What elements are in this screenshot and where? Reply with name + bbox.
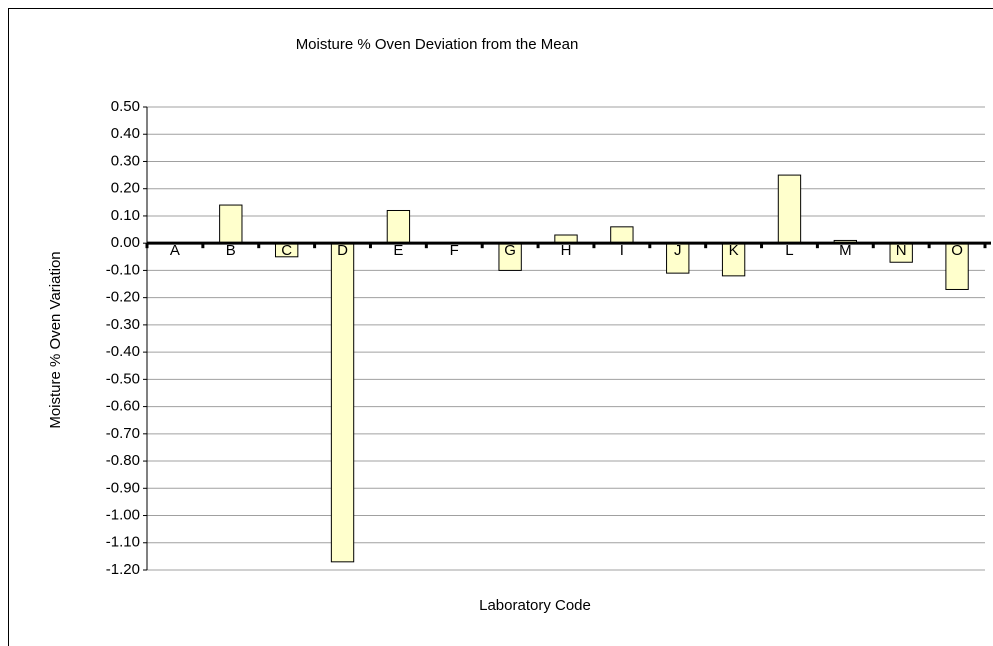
y-tick-label: -0.80 — [106, 452, 140, 469]
y-tick-label: -0.30 — [106, 316, 140, 333]
x-tick-label: H — [561, 242, 572, 259]
x-tick-label: E — [393, 242, 403, 259]
x-tick-label: I — [620, 242, 624, 259]
x-tick-label: K — [729, 242, 739, 259]
y-tick-label: -1.10 — [106, 534, 140, 551]
x-tick-label: C — [281, 242, 292, 259]
x-tick-label: G — [504, 242, 516, 259]
x-tick-label: B — [226, 242, 236, 259]
x-tick-label: M — [839, 242, 852, 259]
y-tick-label: -0.70 — [106, 425, 140, 442]
y-tick-label: 0.10 — [111, 207, 140, 224]
y-tick-label: -0.20 — [106, 289, 140, 306]
y-tick-label: -1.20 — [106, 561, 140, 578]
bar — [777, 174, 802, 244]
y-tick-label: 0.20 — [111, 180, 140, 197]
y-axis-label: Moisture % Oven Variation — [47, 251, 64, 428]
y-tick-label: -0.50 — [106, 370, 140, 387]
y-tick-label: -0.10 — [106, 261, 140, 278]
x-tick-label: L — [785, 242, 793, 259]
y-tick-label: 0.40 — [111, 125, 140, 142]
x-tick-label: O — [951, 242, 963, 259]
x-tick-label: N — [896, 242, 907, 259]
x-tick-label: A — [170, 242, 180, 259]
x-axis-label: Laboratory Code — [479, 597, 591, 614]
y-tick-label: 0.00 — [111, 234, 140, 251]
x-tick-label: D — [337, 242, 348, 259]
chart-title: Moisture % Oven Deviation from the Mean — [296, 36, 579, 53]
x-tick-label: J — [674, 242, 682, 259]
bar — [386, 209, 411, 244]
y-tick-label: 0.50 — [111, 98, 140, 115]
bar — [330, 242, 355, 563]
y-tick-label: -1.00 — [106, 506, 140, 523]
y-tick-label: -0.90 — [106, 479, 140, 496]
bar — [219, 204, 243, 244]
chart-border — [8, 8, 993, 646]
y-tick-label: -0.40 — [106, 343, 140, 360]
x-tick-label: F — [450, 242, 459, 259]
y-tick-label: -0.60 — [106, 398, 140, 415]
y-tick-label: 0.30 — [111, 152, 140, 169]
bar — [610, 226, 634, 244]
